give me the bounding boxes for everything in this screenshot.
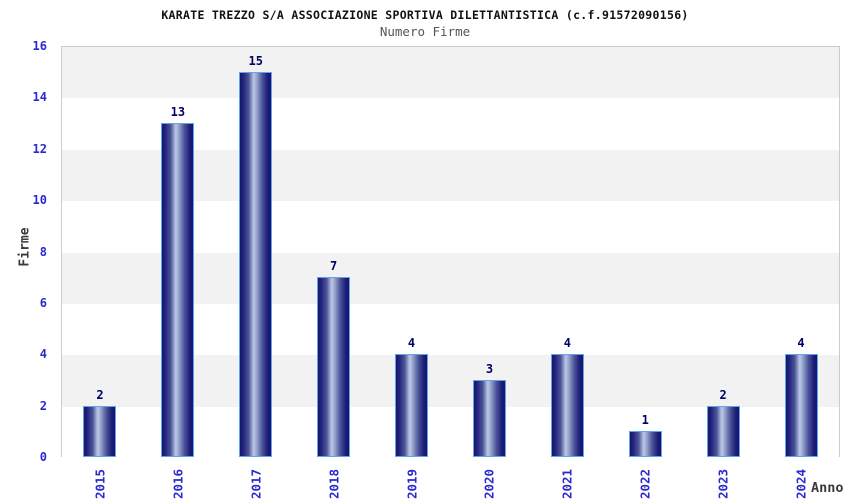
bar-2022 (628, 431, 662, 457)
x-tick-label: 2019 (404, 468, 420, 500)
bar-value-label: 2 (96, 387, 104, 402)
bar-value-label: 4 (563, 336, 571, 351)
x-tick-label: 2016 (170, 468, 186, 500)
y-tick-label: 0 (39, 450, 47, 464)
bar-2021 (550, 354, 584, 457)
x-axis-title: Anno (811, 480, 844, 496)
bar-2017 (239, 71, 273, 457)
x-tick-label: 2020 (481, 468, 497, 500)
bar-2023 (706, 405, 740, 457)
x-tick-label: 2018 (326, 468, 342, 500)
bar-2024 (784, 354, 818, 457)
y-tick-label: 4 (39, 347, 47, 362)
bar-2015 (83, 405, 117, 457)
y-tick-label: 6 (39, 295, 47, 310)
bar-2019 (395, 354, 429, 457)
chart-subtitle: Numero Firme (379, 24, 471, 39)
bar-value-label: 3 (485, 361, 494, 376)
bar-value-label: 15 (248, 53, 263, 68)
x-tick-label: 2017 (248, 468, 264, 500)
y-tick-label: 12 (32, 141, 47, 156)
y-tick-label: 16 (32, 39, 47, 53)
bar-value-label: 4 (797, 336, 805, 351)
y-tick-label: 10 (32, 193, 47, 208)
bar-value-label: 7 (330, 259, 338, 274)
y-tick-label: 2 (39, 398, 47, 413)
x-tick-label: 2024 (793, 468, 809, 500)
x-tick-label: 2022 (637, 468, 653, 500)
y-tick-label: 8 (39, 244, 47, 259)
bar-value-label: 1 (641, 413, 649, 428)
chart-title: KARATE TREZZO S/A ASSOCIAZIONE SPORTIVA … (161, 8, 689, 22)
bar-value-label: 2 (719, 387, 727, 402)
x-tick-label: 2023 (715, 468, 731, 500)
y-axis-title: Firme (17, 227, 33, 267)
x-tick-label: 2021 (559, 468, 575, 500)
bar-2020 (472, 379, 506, 457)
bar-value-label: 13 (170, 105, 186, 120)
bar-value-label: 4 (407, 336, 416, 351)
x-tick-label: 2015 (92, 468, 108, 500)
bar-2016 (161, 123, 195, 457)
y-tick-label: 14 (32, 90, 47, 105)
grid-band (62, 47, 839, 99)
bar-2018 (317, 277, 351, 457)
